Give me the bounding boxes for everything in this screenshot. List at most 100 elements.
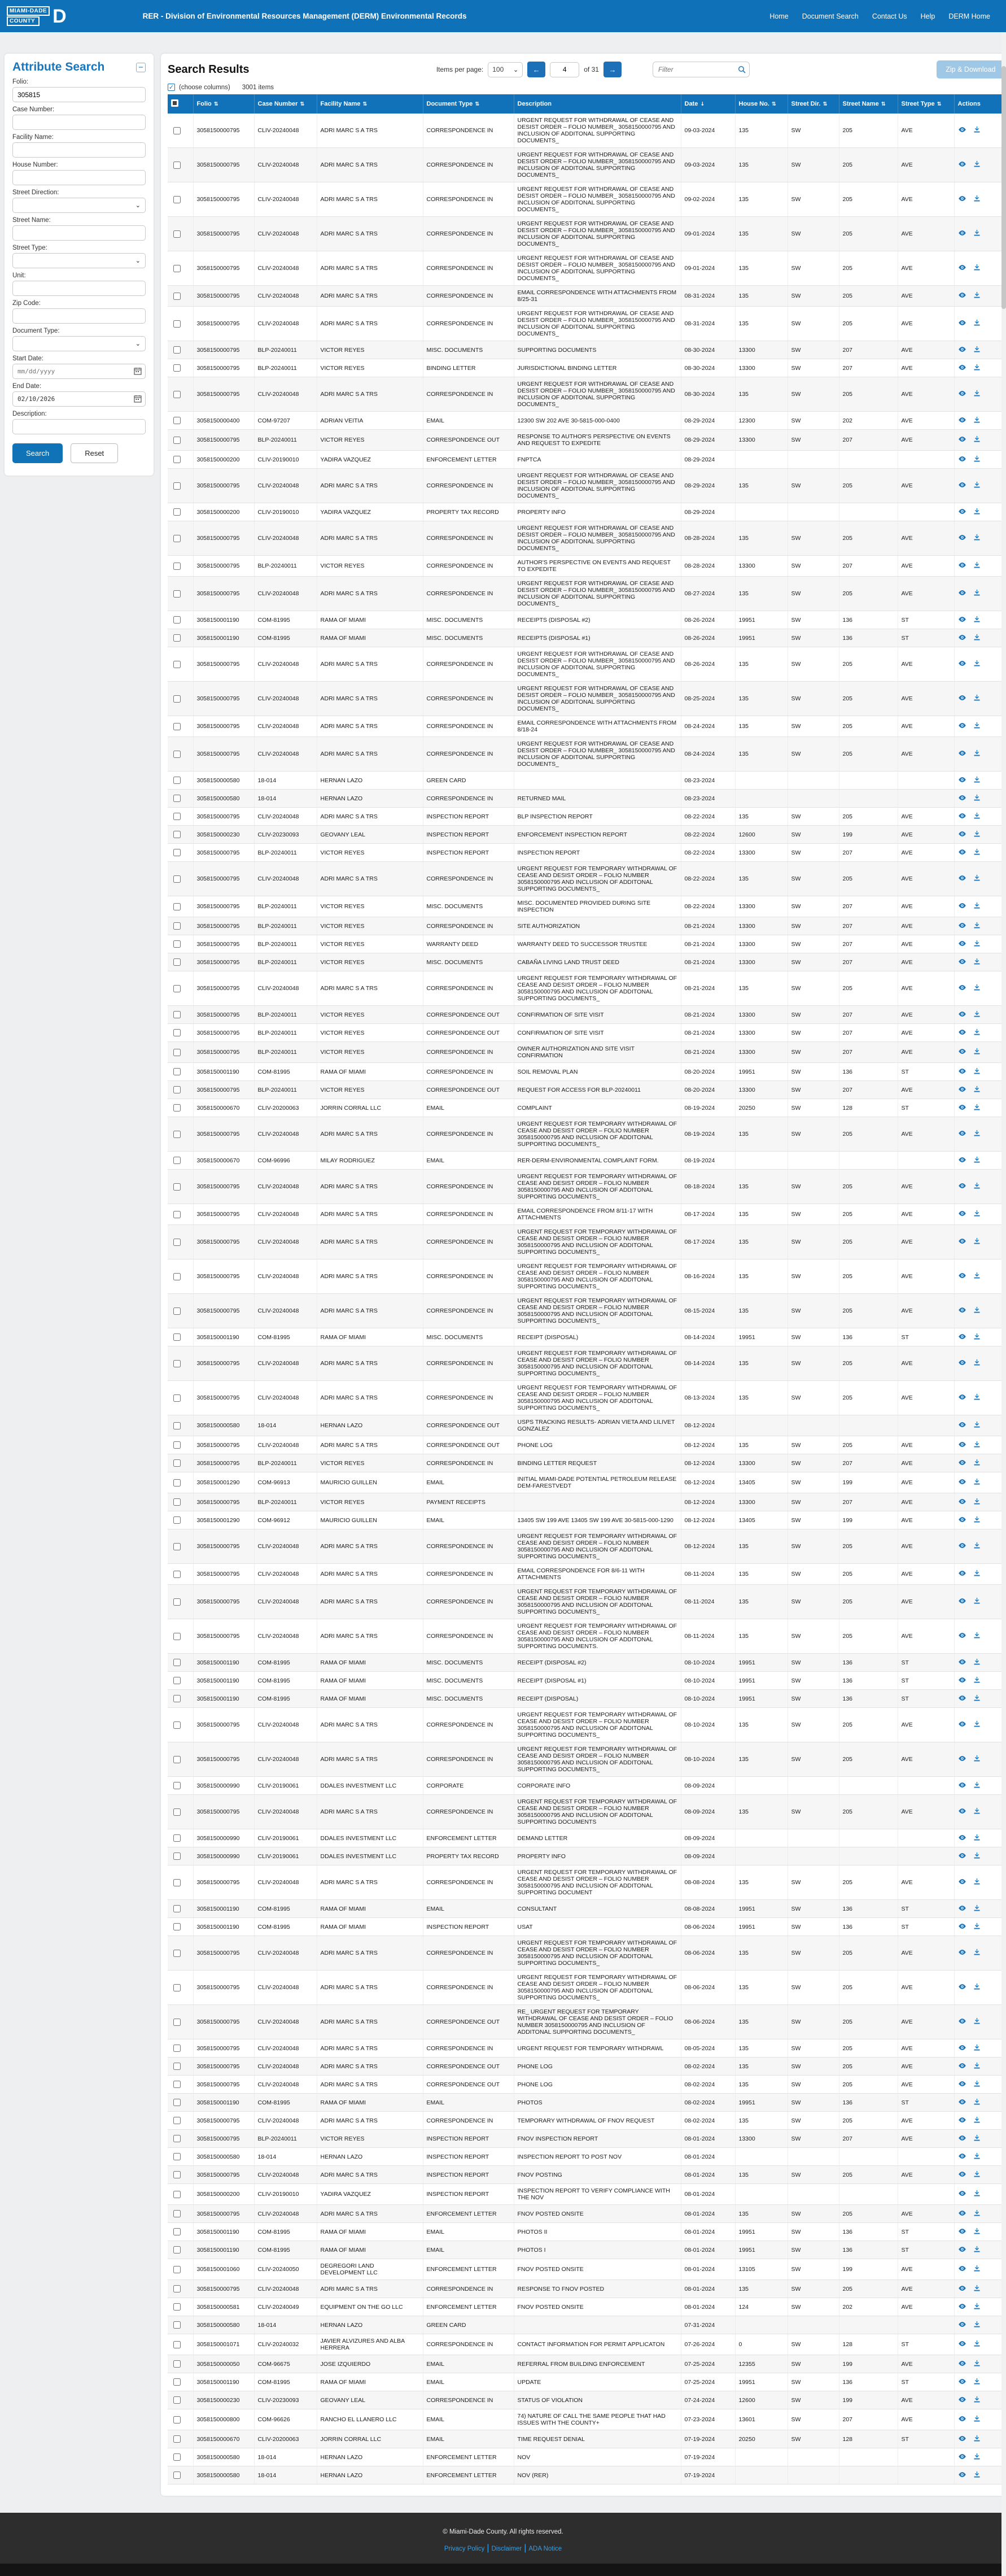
view-icon[interactable]: [958, 939, 966, 949]
description-input[interactable]: [12, 419, 146, 434]
download-icon[interactable]: [973, 263, 981, 273]
row-checkbox[interactable]: [173, 2396, 181, 2404]
nav-document-search[interactable]: Document Search: [802, 12, 859, 20]
view-icon[interactable]: [958, 1477, 966, 1488]
view-icon[interactable]: [958, 2339, 966, 2350]
download-icon[interactable]: [973, 507, 981, 517]
nav-home[interactable]: Home: [769, 12, 789, 20]
row-checkbox[interactable]: [173, 1721, 181, 1729]
download-icon[interactable]: [973, 1103, 981, 1113]
download-icon[interactable]: [973, 589, 981, 599]
view-icon[interactable]: [958, 694, 966, 704]
view-icon[interactable]: [958, 1332, 966, 1343]
view-icon[interactable]: [958, 1720, 966, 1730]
view-icon[interactable]: [958, 1271, 966, 1282]
row-checkbox[interactable]: [173, 2190, 181, 2198]
download-icon[interactable]: [973, 2080, 981, 2090]
view-icon[interactable]: [958, 1781, 966, 1791]
row-checkbox[interactable]: [173, 1333, 181, 1341]
view-icon[interactable]: [958, 1420, 966, 1431]
download-icon[interactable]: [973, 2434, 981, 2444]
page-number-input[interactable]: [550, 62, 580, 77]
view-icon[interactable]: [958, 721, 966, 731]
scrollbar-track[interactable]: [1001, 32, 1006, 2576]
download-icon[interactable]: [973, 125, 981, 136]
row-checkbox[interactable]: [173, 1272, 181, 1280]
view-icon[interactable]: [958, 659, 966, 669]
row-checkbox[interactable]: [173, 1808, 181, 1816]
view-icon[interactable]: [958, 1067, 966, 1077]
view-icon[interactable]: [958, 2227, 966, 2237]
view-icon[interactable]: [958, 1676, 966, 1686]
view-icon[interactable]: [958, 1948, 966, 1958]
download-icon[interactable]: [973, 2134, 981, 2144]
download-icon[interactable]: [973, 615, 981, 625]
row-checkbox[interactable]: [173, 2321, 181, 2329]
download-icon[interactable]: [973, 1085, 981, 1095]
row-checkbox[interactable]: [173, 1157, 181, 1164]
col-street-type[interactable]: Street Type ⇅: [898, 94, 955, 114]
row-checkbox[interactable]: [173, 1394, 181, 1402]
download-icon[interactable]: [973, 1569, 981, 1579]
start-date-input[interactable]: [12, 364, 146, 379]
download-icon[interactable]: [973, 363, 981, 373]
download-icon[interactable]: [973, 2395, 981, 2405]
download-icon[interactable]: [973, 957, 981, 967]
download-icon[interactable]: [973, 2209, 981, 2219]
row-checkbox[interactable]: [173, 1542, 181, 1550]
row-checkbox[interactable]: [173, 1104, 181, 1112]
row-checkbox[interactable]: [173, 1011, 181, 1018]
download-icon[interactable]: [973, 481, 981, 491]
row-checkbox[interactable]: [173, 922, 181, 930]
row-checkbox[interactable]: [173, 534, 181, 542]
footer-link-ada[interactable]: ADA Notice: [528, 2546, 562, 2552]
view-icon[interactable]: [958, 291, 966, 301]
view-icon[interactable]: [958, 2264, 966, 2274]
view-icon[interactable]: [958, 1306, 966, 1316]
download-icon[interactable]: [973, 848, 981, 858]
download-icon[interactable]: [973, 812, 981, 822]
view-icon[interactable]: [958, 1922, 966, 1932]
view-icon[interactable]: [958, 957, 966, 967]
view-icon[interactable]: [958, 2098, 966, 2108]
house-number-input[interactable]: [12, 170, 146, 185]
view-icon[interactable]: [958, 615, 966, 625]
row-checkbox[interactable]: [173, 2265, 181, 2273]
download-icon[interactable]: [973, 901, 981, 912]
row-checkbox[interactable]: [173, 634, 181, 642]
row-checkbox[interactable]: [173, 2153, 181, 2160]
view-icon[interactable]: [958, 1541, 966, 1551]
row-checkbox[interactable]: [173, 875, 181, 883]
download-icon[interactable]: [973, 1440, 981, 1450]
download-icon[interactable]: [973, 2302, 981, 2312]
row-checkbox[interactable]: [173, 1598, 181, 1606]
download-icon[interactable]: [973, 2227, 981, 2237]
row-checkbox[interactable]: [173, 1695, 181, 1702]
view-icon[interactable]: [958, 2470, 966, 2481]
download-icon[interactable]: [973, 2264, 981, 2274]
download-icon[interactable]: [973, 345, 981, 355]
view-icon[interactable]: [958, 1028, 966, 1038]
row-checkbox[interactable]: [173, 849, 181, 856]
view-icon[interactable]: [958, 749, 966, 759]
view-icon[interactable]: [958, 561, 966, 571]
view-icon[interactable]: [958, 1515, 966, 1525]
unit-input[interactable]: [12, 281, 146, 296]
download-icon[interactable]: [973, 1393, 981, 1403]
download-icon[interactable]: [973, 160, 981, 170]
street-direction-select[interactable]: ⌄: [12, 198, 146, 213]
choose-columns-checkbox[interactable]: ✓: [168, 84, 175, 91]
download-icon[interactable]: [973, 1271, 981, 1282]
scrollbar-thumb[interactable]: [1001, 66, 1006, 309]
col-case-number[interactable]: Case Number ⇅: [254, 94, 317, 114]
download-icon[interactable]: [973, 2043, 981, 2054]
view-icon[interactable]: [958, 1010, 966, 1020]
download-icon[interactable]: [973, 1182, 981, 1192]
row-checkbox[interactable]: [173, 364, 181, 372]
download-icon[interactable]: [973, 659, 981, 669]
row-checkbox[interactable]: [173, 1441, 181, 1449]
reset-button[interactable]: Reset: [71, 443, 119, 463]
download-icon[interactable]: [973, 1597, 981, 1607]
download-icon[interactable]: [973, 1833, 981, 1843]
row-checkbox[interactable]: [173, 903, 181, 910]
